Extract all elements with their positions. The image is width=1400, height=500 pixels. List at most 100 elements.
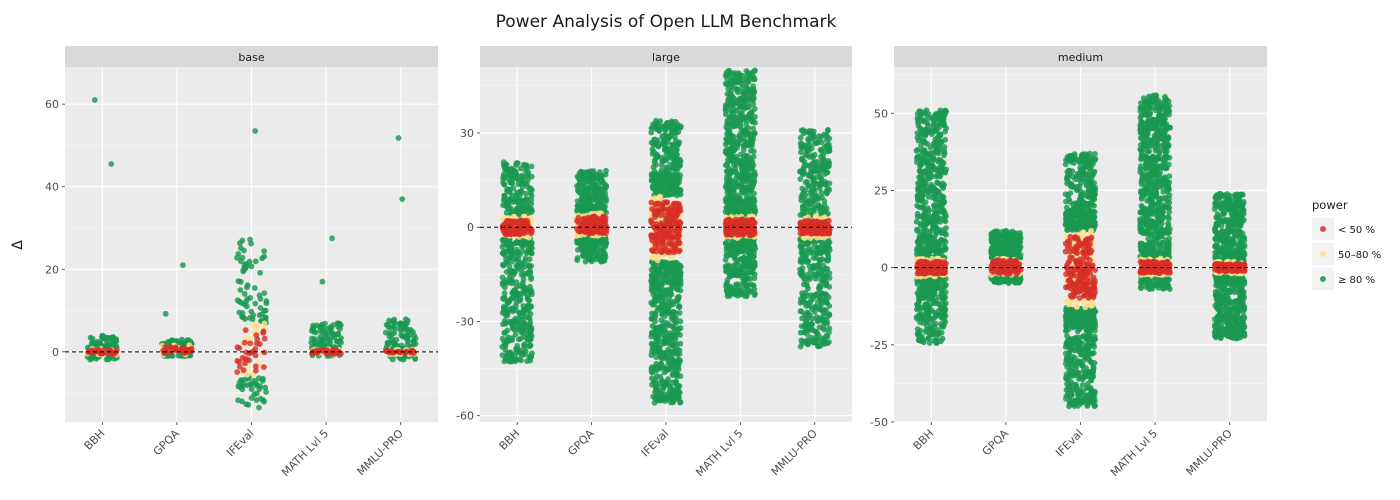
data-point xyxy=(673,129,679,136)
data-point xyxy=(817,343,824,349)
data-point xyxy=(527,343,534,349)
data-point xyxy=(797,299,804,306)
data-point xyxy=(797,220,804,227)
data-point xyxy=(671,165,678,172)
data-point xyxy=(174,338,180,344)
data-point xyxy=(528,288,535,295)
data-point xyxy=(514,176,521,183)
data-point xyxy=(252,346,259,352)
data-point xyxy=(825,242,832,249)
x-tick-label: IFEval xyxy=(639,427,671,459)
data-point xyxy=(724,277,731,283)
data-point xyxy=(742,114,749,121)
data-point xyxy=(664,306,671,313)
data-point xyxy=(501,309,508,316)
data-point xyxy=(598,240,604,246)
data-point xyxy=(238,278,244,285)
data-point xyxy=(798,145,805,152)
data-point xyxy=(100,333,107,340)
data-point xyxy=(738,256,745,262)
data-point xyxy=(751,68,758,75)
y-tick-label: 25 xyxy=(874,184,888,197)
data-point xyxy=(599,178,605,184)
data-point xyxy=(665,217,671,224)
data-point xyxy=(509,180,515,187)
data-point xyxy=(727,197,734,204)
data-point xyxy=(746,232,753,239)
data-point xyxy=(389,335,395,342)
data-point xyxy=(523,174,530,180)
data-point xyxy=(506,274,513,281)
data-point xyxy=(589,194,596,201)
data-point xyxy=(799,157,806,163)
data-point xyxy=(677,318,684,325)
data-point xyxy=(252,300,259,307)
data-point xyxy=(504,248,510,255)
data-point xyxy=(804,282,810,289)
data-point xyxy=(515,261,522,268)
data-point xyxy=(816,303,823,310)
data-point xyxy=(732,218,738,225)
data-point xyxy=(327,335,334,342)
data-point xyxy=(89,339,96,346)
data-point xyxy=(746,250,752,257)
data-point xyxy=(744,130,751,137)
data-point xyxy=(823,227,830,234)
y-tick-label: 30 xyxy=(460,127,474,140)
data-point xyxy=(500,261,506,268)
data-point xyxy=(656,337,663,343)
data-point xyxy=(385,324,392,331)
data-point xyxy=(825,158,832,164)
data-point xyxy=(740,231,747,238)
data-point xyxy=(512,240,519,247)
data-point xyxy=(522,167,529,174)
data-point xyxy=(574,255,581,261)
data-point xyxy=(805,321,812,328)
data-point xyxy=(741,142,748,149)
data-point xyxy=(236,309,243,316)
data-point xyxy=(740,153,747,160)
data-point xyxy=(263,389,269,395)
data-point xyxy=(247,381,254,388)
data-point xyxy=(740,203,747,210)
data-point xyxy=(243,263,250,269)
data-point xyxy=(652,314,658,321)
data-point xyxy=(649,220,656,227)
data-point xyxy=(513,279,520,285)
data-point xyxy=(669,269,675,276)
data-point xyxy=(383,329,389,336)
data-point xyxy=(803,248,810,254)
data-point xyxy=(515,250,521,257)
data-point xyxy=(312,348,318,355)
data-point xyxy=(800,338,807,345)
data-point xyxy=(649,375,655,382)
data-point xyxy=(599,254,606,260)
data-point xyxy=(250,322,256,328)
data-point xyxy=(722,149,729,156)
y-tick-label: 0 xyxy=(881,262,888,275)
data-point xyxy=(655,295,661,302)
data-point xyxy=(603,240,610,246)
facet-strip xyxy=(65,46,438,67)
data-point xyxy=(665,229,671,236)
data-point xyxy=(654,267,661,274)
data-point xyxy=(724,265,731,272)
data-point xyxy=(653,367,660,374)
data-point xyxy=(522,270,529,277)
data-point xyxy=(520,207,526,214)
data-point xyxy=(669,310,676,316)
data-point xyxy=(661,271,668,278)
data-point xyxy=(660,327,667,334)
data-point xyxy=(750,282,757,289)
data-point xyxy=(675,326,682,333)
data-point xyxy=(397,320,404,327)
data-point xyxy=(740,100,747,107)
data-point xyxy=(255,322,261,328)
data-point xyxy=(251,285,258,291)
chart-title: Power Analysis of Open LLM Benchmark xyxy=(496,12,837,32)
data-point xyxy=(799,269,806,275)
data-point xyxy=(751,171,758,178)
data-point xyxy=(824,169,831,176)
data-point xyxy=(806,130,813,137)
data-point xyxy=(583,249,590,256)
